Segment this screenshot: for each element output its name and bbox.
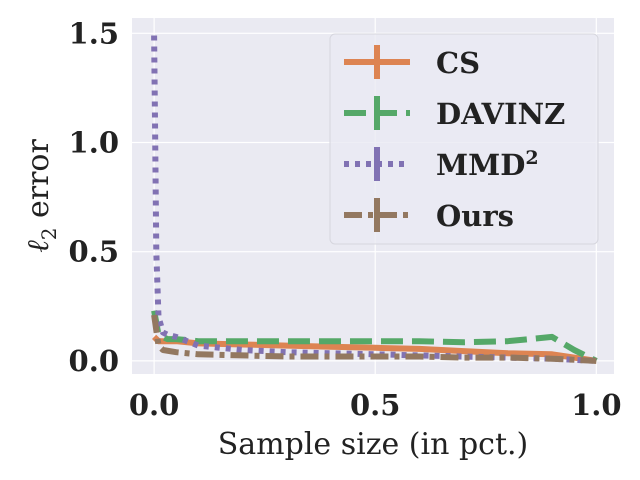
legend-label: CS xyxy=(436,46,480,80)
y-tick-label: 1.0 xyxy=(69,125,119,159)
legend-label: MMD2 xyxy=(436,147,539,182)
series-line-ours xyxy=(151,314,597,364)
legend-label: Ours xyxy=(436,199,514,233)
y-tick-label: 1.5 xyxy=(69,16,119,50)
y-tick-label: 0.0 xyxy=(69,344,119,378)
tick-labels: 0.0 0.5 1.0 0.0 0.5 1.0 1.5 xyxy=(69,16,622,422)
y-axis-title: ℓ2 error xyxy=(21,139,61,253)
x-axis-title: Sample size (in pct.) xyxy=(218,427,529,462)
legend-label: DAVINZ xyxy=(436,97,565,131)
x-tick-label: 0.5 xyxy=(350,388,400,422)
series-lines xyxy=(151,35,598,364)
x-tick-label: 1.0 xyxy=(571,388,621,422)
x-tick-label: 0.0 xyxy=(129,388,179,422)
legend: CS DAVINZ MMD2 Ours xyxy=(329,33,599,245)
series-line-davinz xyxy=(151,310,598,364)
y-tick-label: 0.5 xyxy=(69,235,119,269)
legend-box xyxy=(329,33,599,245)
